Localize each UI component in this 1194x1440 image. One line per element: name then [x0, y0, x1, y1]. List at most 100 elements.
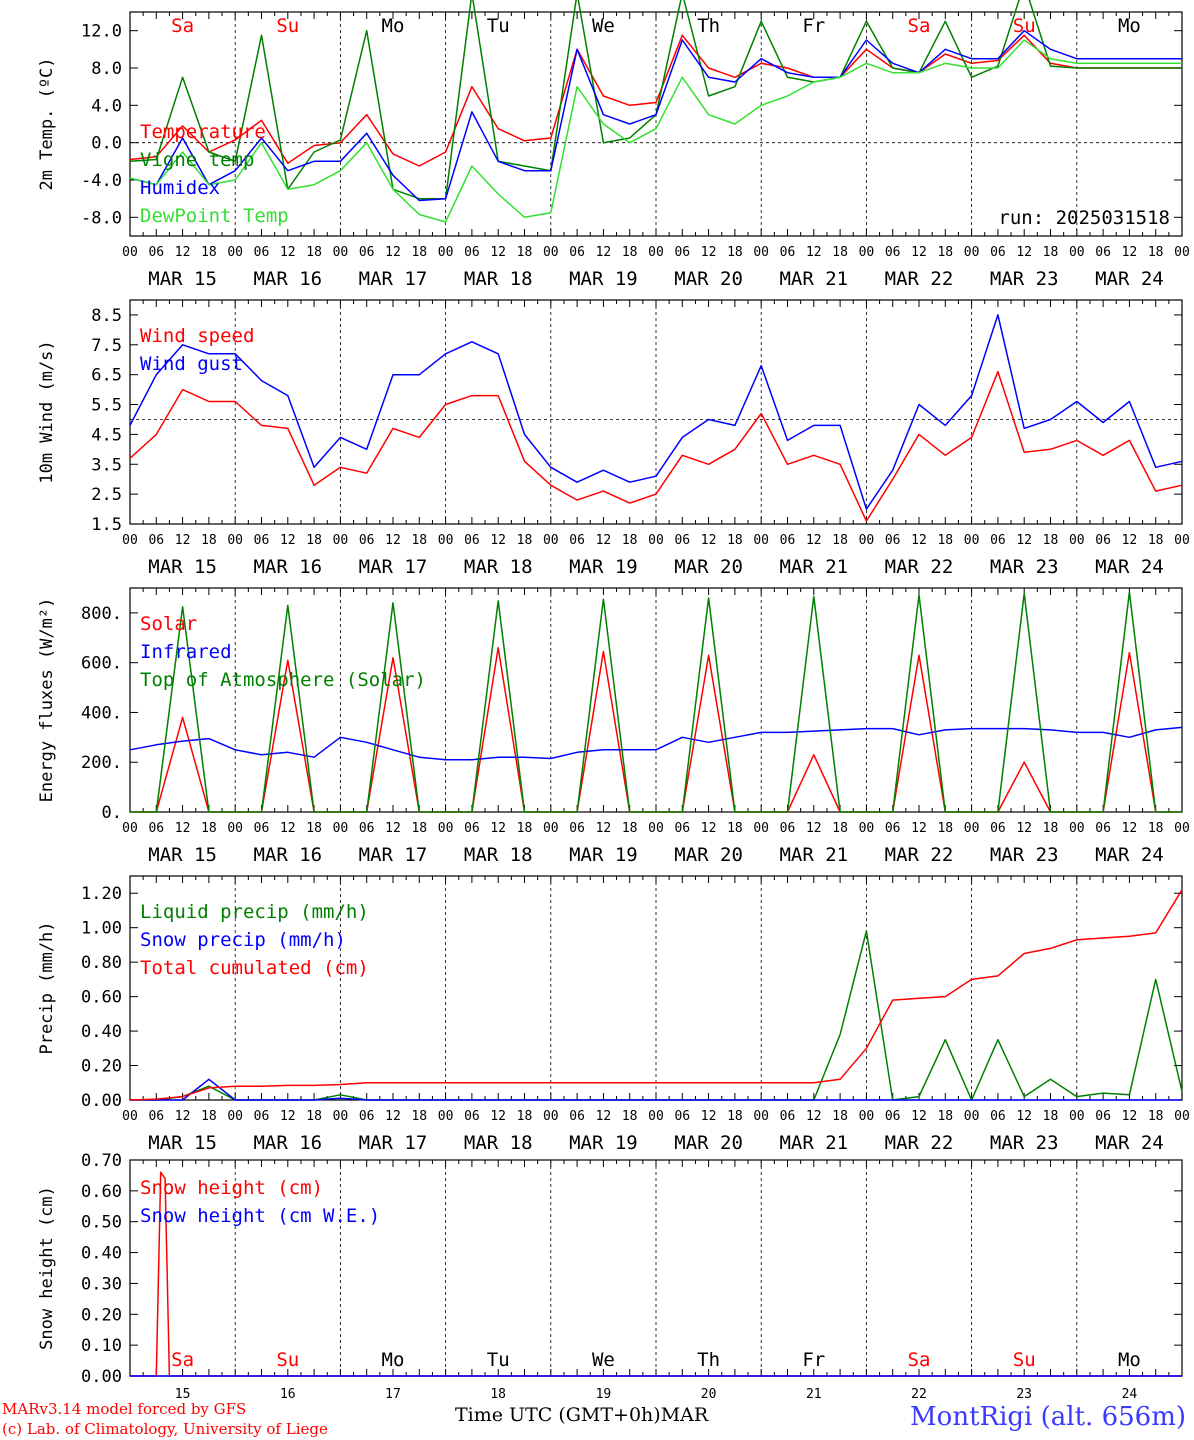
- legend-entry: Infrared: [140, 641, 232, 663]
- y-tick-label: 0.80: [81, 953, 122, 973]
- y-axis-title: 2m Temp. (ºC): [37, 57, 57, 190]
- y-tick-label: 8.0: [91, 59, 122, 79]
- series-line: [129, 314, 1183, 510]
- hour-tick-label: 12: [490, 533, 506, 548]
- hour-tick-label: 12: [806, 1109, 822, 1124]
- date-label: MAR 18: [464, 844, 533, 866]
- hour-tick-label: 18: [201, 821, 217, 836]
- lab-credit: (c) Lab. of Climatology, University of L…: [2, 1420, 328, 1438]
- hour-tick-label: 12: [1016, 1109, 1032, 1124]
- hour-tick-label: 06: [1095, 1109, 1111, 1124]
- day-number-label: 15: [175, 1387, 191, 1402]
- y-tick-label: 400.: [81, 703, 122, 723]
- y-tick-label: 0.00: [81, 1091, 122, 1111]
- hour-tick-label: 06: [1095, 245, 1111, 260]
- date-label: MAR 22: [885, 844, 954, 866]
- hour-tick-label: 06: [148, 245, 164, 260]
- hour-tick-label: 18: [832, 245, 848, 260]
- y-tick-label: 1.5: [91, 515, 122, 535]
- hour-tick-label: 12: [1122, 1109, 1138, 1124]
- hour-tick-label: 12: [280, 533, 296, 548]
- day-of-week-label: We: [592, 15, 615, 37]
- day-of-week-label: Th: [697, 1349, 720, 1371]
- y-tick-label: 0.70: [81, 1151, 122, 1171]
- legend-entry: DewPoint Temp: [140, 205, 289, 227]
- hour-tick-label: 12: [596, 1109, 612, 1124]
- hour-tick-label: 18: [727, 245, 743, 260]
- y-tick-label: 0.30: [81, 1274, 122, 1294]
- y-tick-label: 0.10: [81, 1336, 122, 1356]
- day-of-week-label: Su: [276, 15, 299, 37]
- hour-tick-label: 06: [464, 821, 480, 836]
- day-number-label: 19: [596, 1387, 612, 1402]
- hour-tick-label: 06: [990, 821, 1006, 836]
- y-tick-label: 0.20: [81, 1305, 122, 1325]
- hour-tick-label: 00: [227, 245, 243, 260]
- hour-tick-label: 00: [648, 821, 664, 836]
- hour-tick-label: 00: [753, 821, 769, 836]
- hour-tick-label: 06: [990, 533, 1006, 548]
- y-tick-label: 6.5: [91, 366, 122, 386]
- y-tick-label: 12.0: [81, 22, 122, 42]
- date-label: MAR 24: [1095, 268, 1164, 290]
- series-line: [129, 726, 1183, 761]
- hour-tick-label: 18: [201, 533, 217, 548]
- x-axis-month: MAR: [660, 1404, 709, 1426]
- hour-tick-label: 00: [227, 821, 243, 836]
- day-of-week-label: Su: [1013, 1349, 1036, 1371]
- hour-tick-label: 12: [1122, 245, 1138, 260]
- date-label: MAR 16: [253, 268, 322, 290]
- hour-tick-label: 00: [1174, 1109, 1190, 1124]
- hour-tick-label: 06: [885, 533, 901, 548]
- hour-tick-label: 18: [622, 533, 638, 548]
- hour-tick-label: 00: [543, 821, 559, 836]
- hour-tick-label: 06: [254, 245, 270, 260]
- hour-tick-label: 12: [280, 1109, 296, 1124]
- date-label: MAR 23: [990, 1132, 1059, 1154]
- hour-tick-label: 12: [701, 533, 717, 548]
- hour-tick-label: 06: [359, 1109, 375, 1124]
- hour-tick-label: 00: [122, 245, 138, 260]
- date-label: MAR 16: [253, 844, 322, 866]
- hour-tick-label: 12: [806, 245, 822, 260]
- plot-frame: [129, 299, 1183, 525]
- legend-entry: Humidex: [140, 177, 220, 199]
- y-tick-label: 1.00: [81, 919, 122, 939]
- legend-entry: Solar: [140, 613, 197, 635]
- hour-tick-label: 06: [780, 533, 796, 548]
- date-label: MAR 22: [885, 556, 954, 578]
- hour-tick-label: 18: [1043, 821, 1059, 836]
- date-label: MAR 17: [359, 556, 428, 578]
- day-of-week-label: Tu: [487, 15, 510, 37]
- date-label: MAR 23: [990, 844, 1059, 866]
- chart-panel-1: 12.0 8.0 4.0 0.0 -4.0 -8.0 2m Temp. (ºC) 00 06 12…: [37, 0, 1190, 290]
- hour-tick-label: 06: [464, 1109, 480, 1124]
- hour-tick-label: 18: [832, 821, 848, 836]
- date-label: MAR 19: [569, 1132, 638, 1154]
- series-line: [130, 1078, 1182, 1101]
- hour-tick-label: 00: [964, 821, 980, 836]
- day-number-label: 18: [490, 1387, 506, 1402]
- chart-panel-3: 800. 600. 400. 200. 0. Energy fluxes (W/m²) 00…: [37, 587, 1190, 866]
- hour-tick-label: 18: [517, 245, 533, 260]
- hour-tick-label: 00: [333, 533, 349, 548]
- y-tick-label: 7.5: [91, 336, 122, 356]
- hour-tick-label: 18: [411, 533, 427, 548]
- hour-tick-label: 12: [280, 245, 296, 260]
- hour-tick-label: 00: [1174, 533, 1190, 548]
- day-number-label: 16: [280, 1387, 296, 1402]
- y-tick-label: 0.40: [81, 1022, 122, 1042]
- y-tick-label: 4.0: [91, 96, 122, 116]
- day-number-label: 23: [1016, 1387, 1032, 1402]
- legend-entry: Top of Atmosphere (Solar): [140, 669, 426, 691]
- legend-entry: Vigne temp: [140, 149, 254, 171]
- hour-tick-label: 12: [175, 533, 191, 548]
- day-of-week-label: Su: [276, 1349, 299, 1371]
- hour-tick-label: 18: [1043, 533, 1059, 548]
- hour-tick-label: 06: [148, 533, 164, 548]
- hour-tick-label: 12: [385, 533, 401, 548]
- date-label: MAR 20: [674, 556, 743, 578]
- hour-tick-label: 18: [1148, 821, 1164, 836]
- hour-tick-label: 12: [175, 1109, 191, 1124]
- hour-tick-label: 12: [385, 1109, 401, 1124]
